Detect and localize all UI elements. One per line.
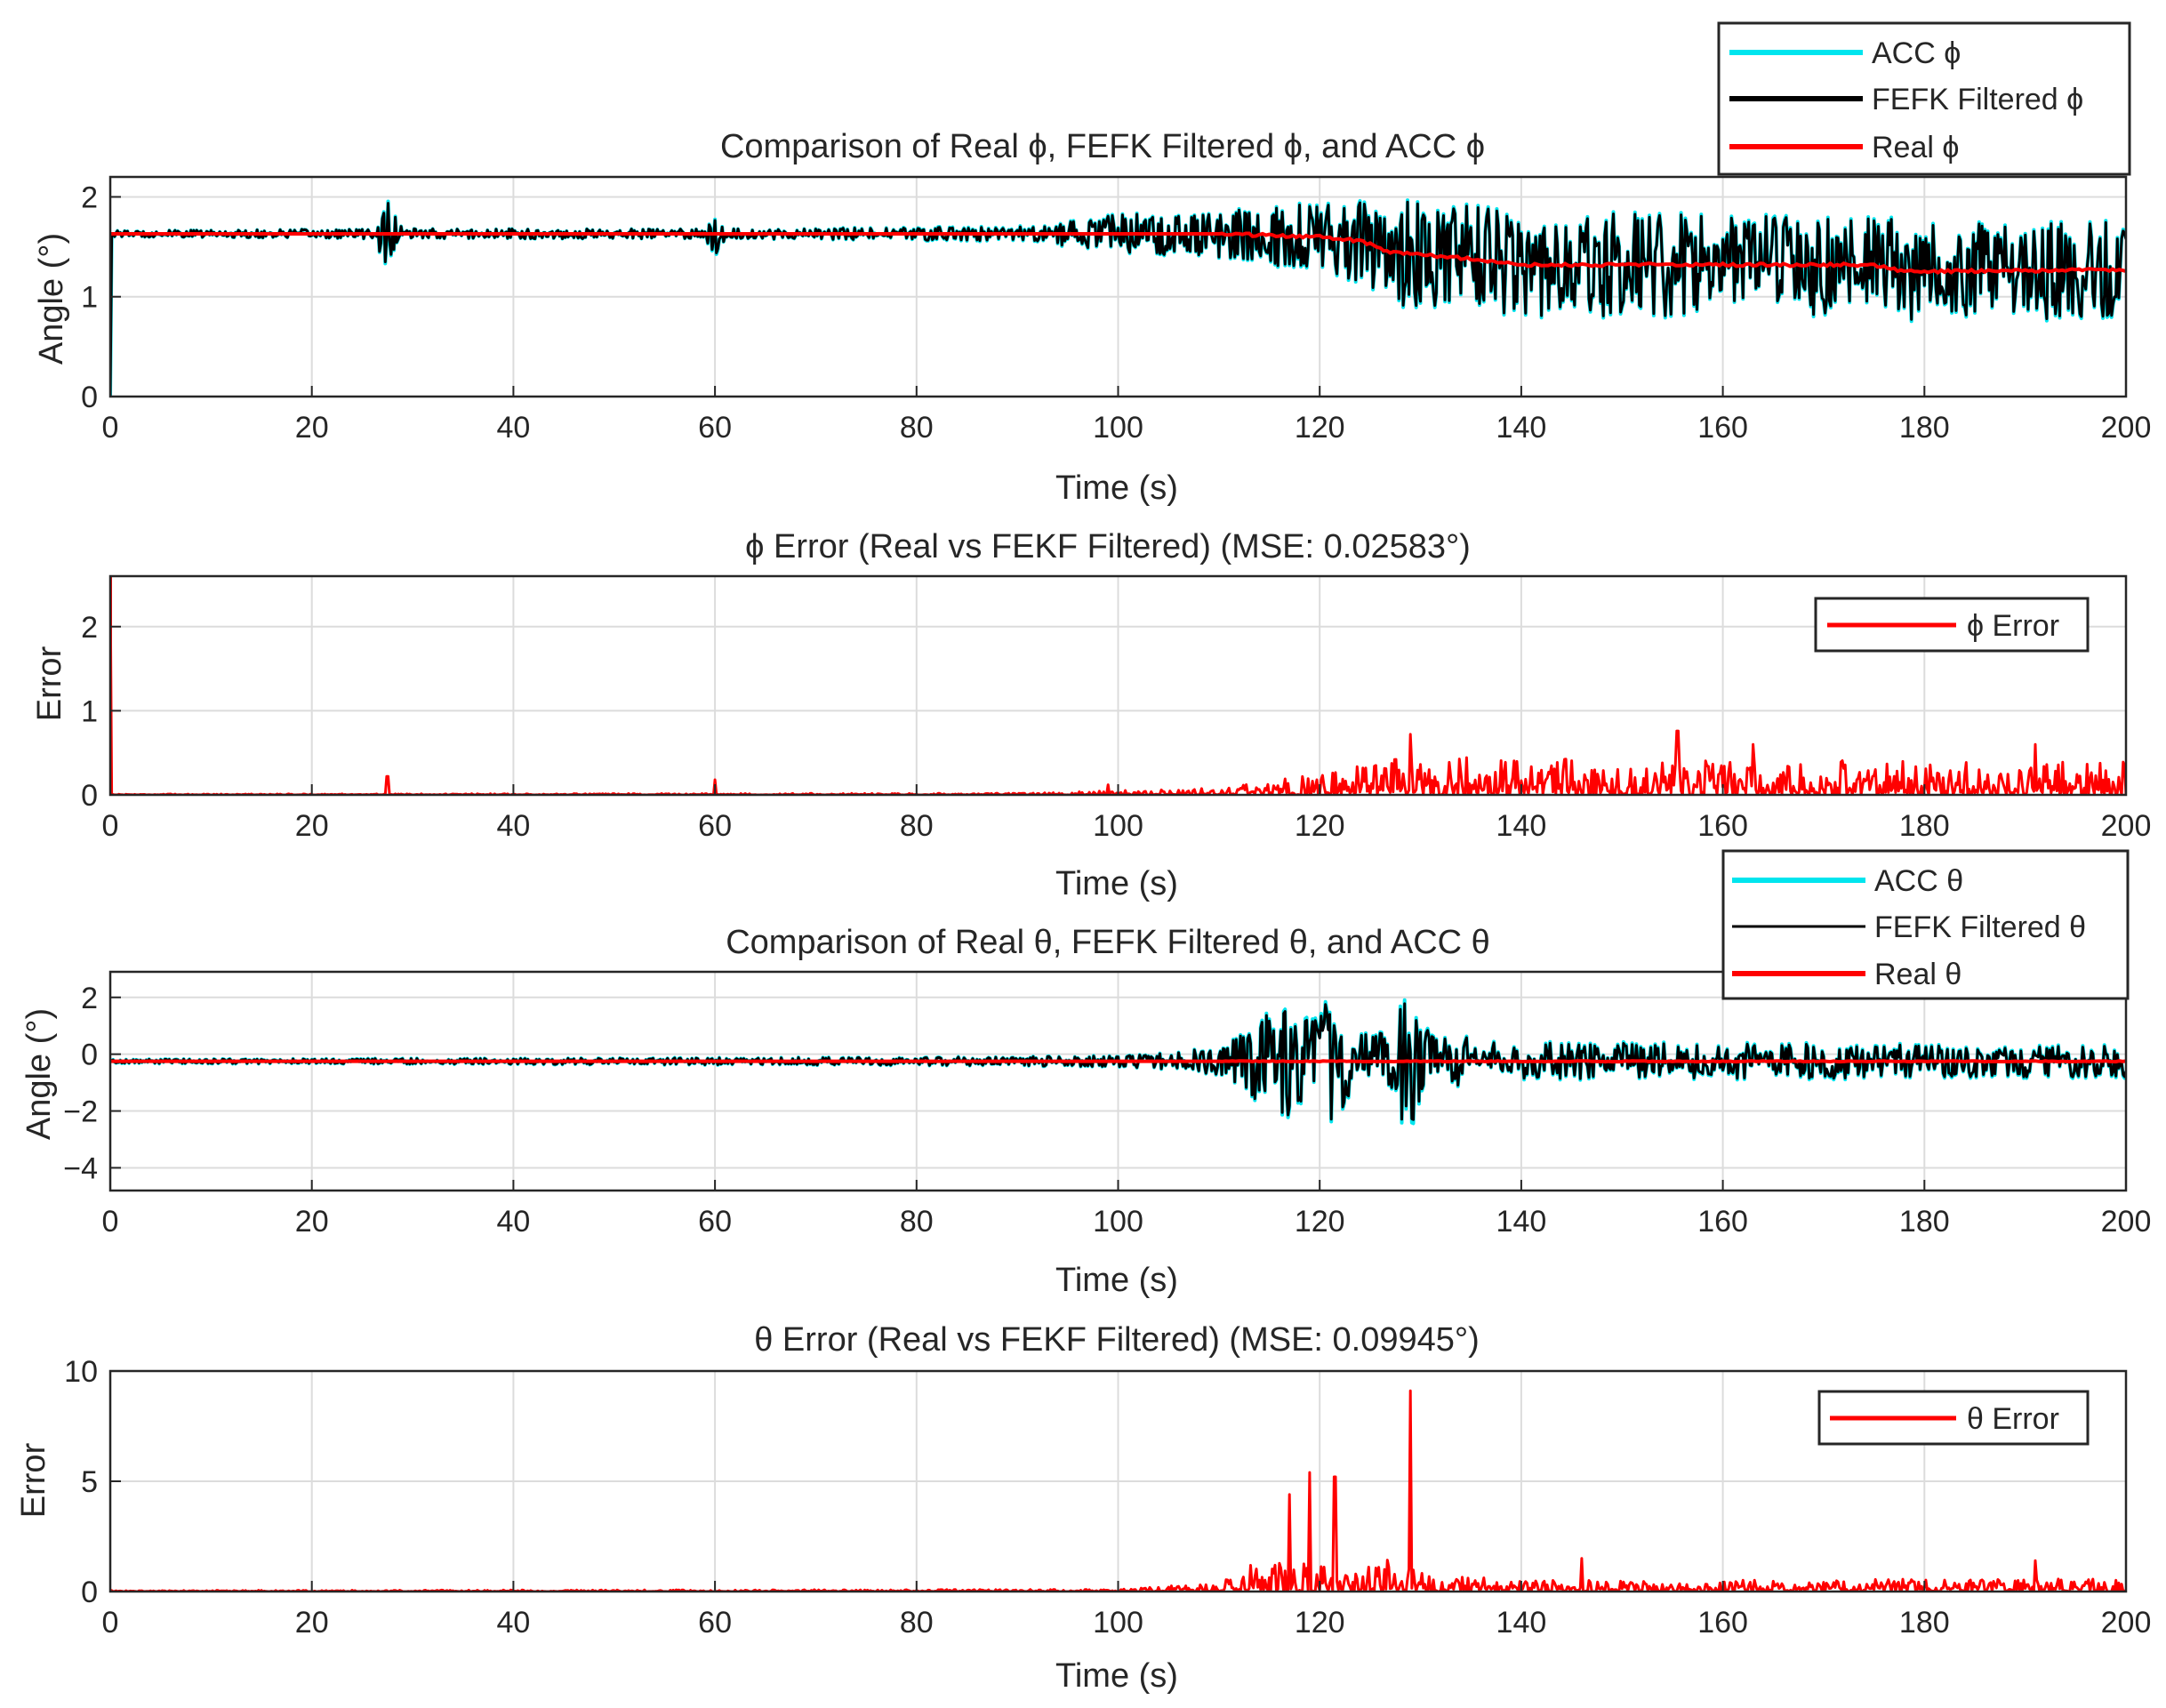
theta-angle-xtick-label-7: 140 — [1496, 1205, 1547, 1239]
theta-error-legend-label: θ Error — [1967, 1402, 2059, 1436]
theta-angle-ylabel: Angle (°) — [20, 1008, 58, 1140]
phi-angle-xtick-label-7: 140 — [1496, 411, 1547, 445]
phi-angle-legend-label-real: Real ϕ — [1872, 131, 1959, 164]
phi-error-xtick-label-3: 60 — [698, 809, 732, 843]
phi-error-legend: ϕ Error — [1814, 597, 2090, 653]
phi-error-xtick-label-8: 160 — [1697, 809, 1748, 843]
theta-angle-legend-label-real: Real θ — [1874, 958, 1961, 991]
theta-angle-ytick-label-2: 0 — [81, 1038, 98, 1072]
theta-angle-title: Comparison of Real θ, FEFK Filtered θ, a… — [726, 924, 1490, 961]
phi-angle-title: Comparison of Real ϕ, FEFK Filtered ϕ, a… — [720, 128, 1485, 165]
phi-angle-legend-label-acc: ACC ϕ — [1872, 36, 1961, 70]
theta-angle-plot-area: 0 20 40 60 80 100 120 140 160 180 200 −4 −2 0 2 — [63, 970, 2152, 1239]
theta-error-ytick-label-2: 10 — [64, 1355, 98, 1389]
theta-angle-xtick-label-5: 100 — [1093, 1205, 1143, 1239]
theta-angle-legend-label-fefk: FEFK Filtered θ — [1874, 910, 2086, 944]
theta-error-xtick-label-1: 20 — [295, 1606, 329, 1640]
theta-error-xtick-label-2: 40 — [496, 1606, 530, 1640]
phi-angle-xtick-label-6: 120 — [1295, 411, 1345, 445]
phi-angle-xtick-label-0: 0 — [102, 411, 119, 445]
theta-angle-xtick-label-3: 60 — [698, 1205, 732, 1239]
theta-angle-panel: Comparison of Real θ, FEFK Filtered θ, a… — [20, 924, 2151, 1299]
phi-error-xtick-label-10: 200 — [2101, 809, 2152, 843]
theta-error-xtick-label-7: 140 — [1496, 1606, 1547, 1640]
theta-error-ylabel: Error — [15, 1442, 52, 1518]
phi-error-ytick-label-2: 2 — [81, 611, 98, 645]
theta-error-xtick-label-6: 120 — [1295, 1606, 1345, 1640]
phi-error-xtick-label-9: 180 — [1899, 809, 1950, 843]
theta-angle-ytick-label-1: −2 — [63, 1095, 98, 1129]
theta-angle-xtick-label-0: 0 — [102, 1205, 119, 1239]
phi-error-ylabel: Error — [31, 646, 68, 721]
phi-angle-ytick-label-0: 0 — [81, 381, 98, 414]
theta-error-xtick-label-4: 80 — [900, 1606, 934, 1640]
phi-error-xtick-label-0: 0 — [102, 809, 119, 843]
phi-error-panel: ϕ Error (Real vs FEKF Filtered) (MSE: 0.… — [31, 528, 2151, 902]
phi-error-xtick-label-5: 100 — [1093, 809, 1143, 843]
theta-angle-ytick-label-0: −4 — [63, 1151, 98, 1185]
phi-angle-plot-area: 0 20 40 60 80 100 120 140 160 180 200 0 1 2 — [81, 175, 2152, 445]
phi-angle-legend-label-fefk: FEFK Filtered ϕ — [1872, 83, 2083, 116]
phi-error-xlabel: Time (s) — [1055, 865, 1178, 902]
phi-error-xtick-label-4: 80 — [900, 809, 934, 843]
phi-angle-ytick-label-2: 2 — [81, 180, 98, 214]
theta-angle-legend-label-acc: ACC θ — [1874, 864, 1963, 898]
theta-error-ytick-label-0: 0 — [81, 1576, 98, 1609]
theta-error-ytick-label-1: 5 — [81, 1465, 98, 1499]
phi-angle-series-real — [110, 231, 2126, 275]
theta-error-xtick-label-0: 0 — [102, 1606, 119, 1640]
phi-angle-xtick-label-9: 180 — [1899, 411, 1950, 445]
theta-error-legend: θ Error — [1817, 1390, 2090, 1446]
phi-angle-legend: ACC ϕ FEFK Filtered ϕ Real ϕ — [1717, 21, 2131, 176]
theta-error-plot-area: 0 20 40 60 80 100 120 140 160 180 200 0 5 10 — [64, 1355, 2151, 1640]
theta-error-xlabel: Time (s) — [1055, 1657, 1178, 1695]
theta-error-xtick-label-5: 100 — [1093, 1606, 1143, 1640]
phi-angle-xtick-label-10: 200 — [2101, 411, 2152, 445]
phi-angle-panel: Comparison of Real ϕ, FEFK Filtered ϕ, a… — [33, 128, 2151, 507]
theta-angle-xlabel: Time (s) — [1055, 1262, 1178, 1299]
theta-angle-xtick-label-6: 120 — [1295, 1205, 1345, 1239]
phi-angle-xtick-label-2: 40 — [496, 411, 530, 445]
phi-angle-xtick-label-1: 20 — [295, 411, 329, 445]
phi-angle-xlabel: Time (s) — [1055, 469, 1178, 507]
theta-angle-legend: ACC θ FEFK Filtered θ Real θ — [1721, 849, 2130, 1000]
phi-error-xtick-label-6: 120 — [1295, 809, 1345, 843]
phi-angle-ylabel: Angle (°) — [33, 233, 70, 365]
theta-error-title: θ Error (Real vs FEKF Filtered) (MSE: 0.… — [754, 1321, 1480, 1359]
theta-error-xtick-label-8: 160 — [1697, 1606, 1748, 1640]
theta-angle-series-real — [110, 1059, 2126, 1064]
theta-angle-ytick-label-3: 2 — [81, 982, 98, 1015]
phi-angle-ytick-label-1: 1 — [81, 281, 98, 315]
theta-angle-xtick-label-8: 160 — [1697, 1205, 1748, 1239]
phi-error-xtick-label-7: 140 — [1496, 809, 1547, 843]
phi-angle-xtick-label-8: 160 — [1697, 411, 1748, 445]
theta-error-xtick-label-9: 180 — [1899, 1606, 1950, 1640]
phi-error-xtick-label-1: 20 — [295, 809, 329, 843]
theta-angle-xtick-label-4: 80 — [900, 1205, 934, 1239]
theta-angle-xtick-label-2: 40 — [496, 1205, 530, 1239]
theta-angle-xtick-label-1: 20 — [295, 1205, 329, 1239]
phi-error-ytick-label-0: 0 — [81, 779, 98, 813]
phi-error-ytick-label-1: 1 — [81, 694, 98, 728]
phi-angle-xtick-label-5: 100 — [1093, 411, 1143, 445]
phi-error-plot-area: 0 20 40 60 80 100 120 140 160 180 200 0 1 2 — [81, 574, 2152, 843]
theta-error-xtick-label-10: 200 — [2101, 1606, 2152, 1640]
theta-angle-xtick-label-10: 200 — [2101, 1205, 2152, 1239]
phi-angle-xtick-label-3: 60 — [698, 411, 732, 445]
phi-error-xtick-label-2: 40 — [496, 809, 530, 843]
phi-angle-xtick-label-4: 80 — [900, 411, 934, 445]
phi-error-title: ϕ Error (Real vs FEKF Filtered) (MSE: 0.… — [745, 528, 1471, 565]
theta-error-xtick-label-3: 60 — [698, 1606, 732, 1640]
theta-angle-xtick-label-9: 180 — [1899, 1205, 1950, 1239]
phi-error-legend-label: ϕ Error — [1967, 609, 2059, 643]
phi-angle-series-group — [110, 198, 2126, 397]
theta-angle-series-group — [110, 998, 2126, 1126]
theta-error-panel: θ Error (Real vs FEKF Filtered) (MSE: 0.… — [15, 1321, 2151, 1695]
